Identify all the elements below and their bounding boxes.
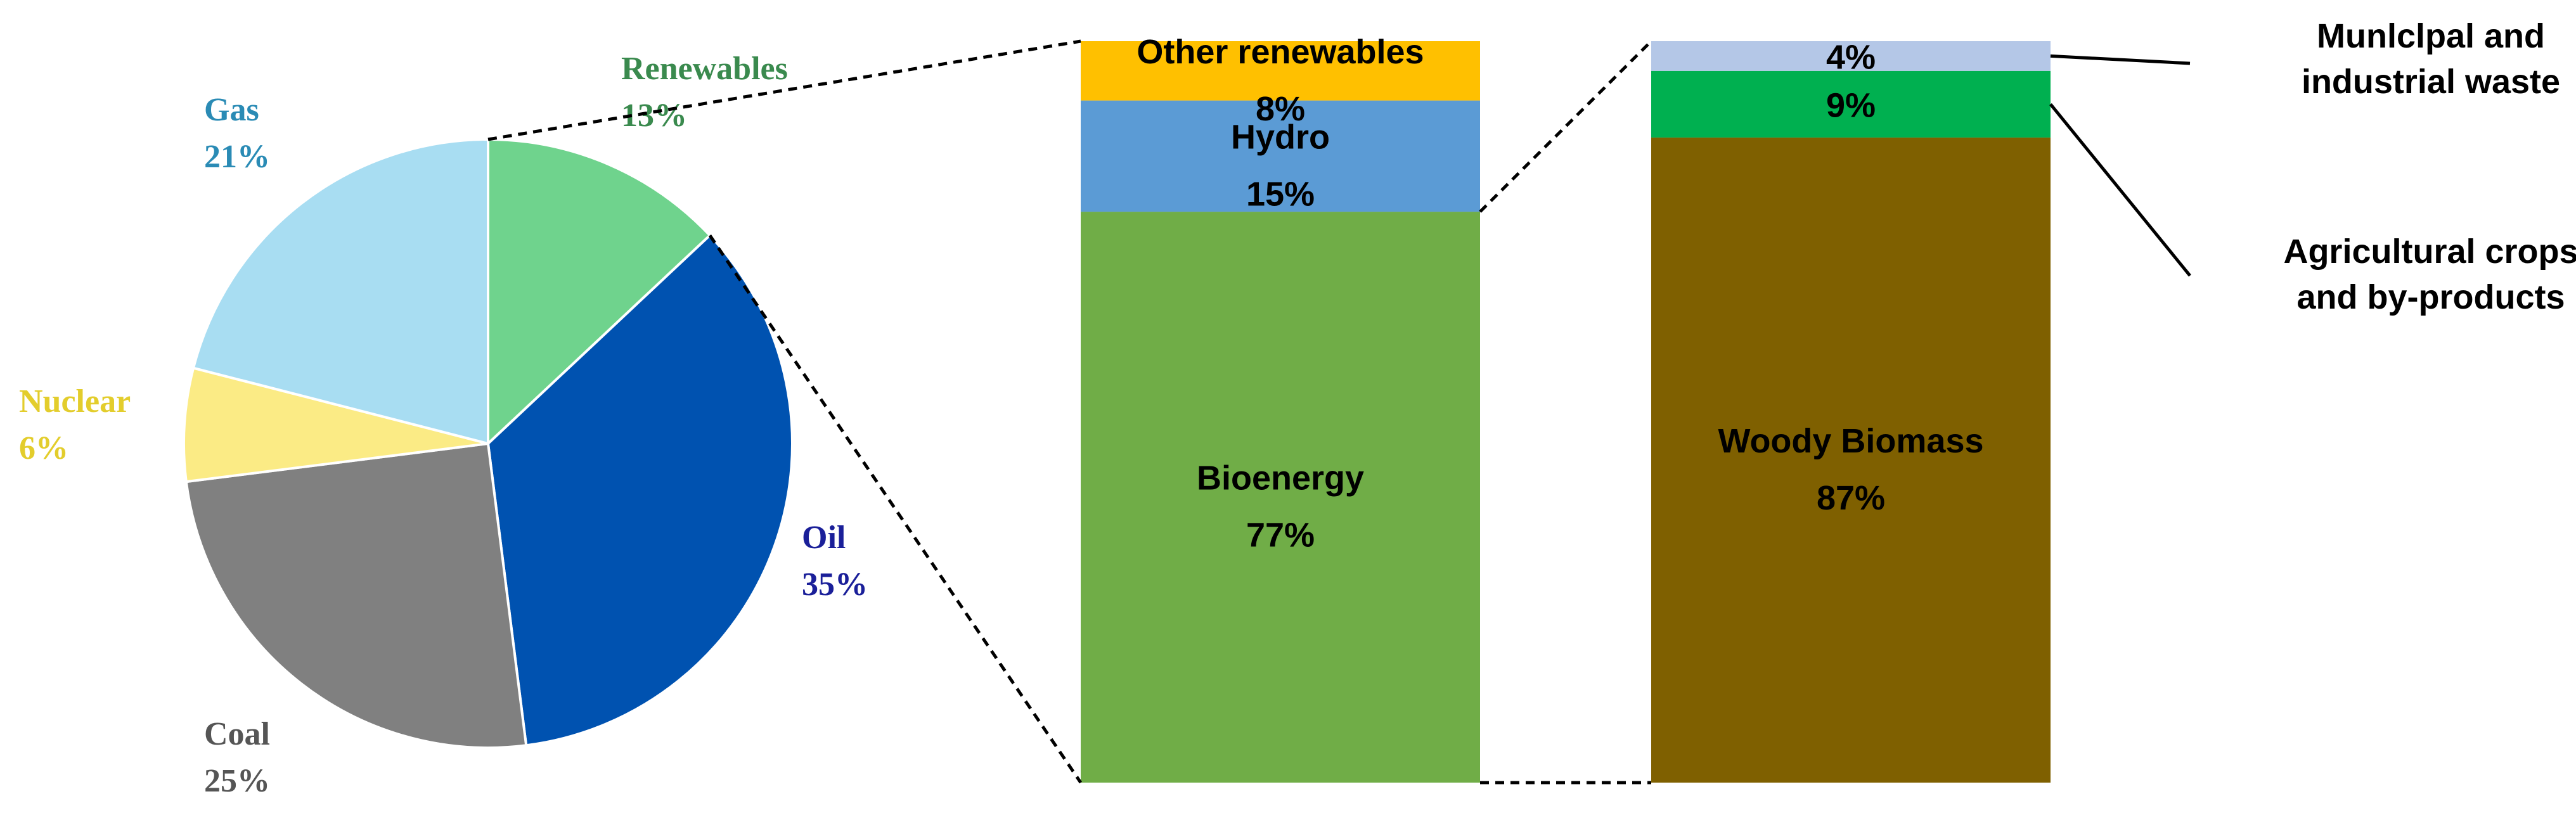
bar1-segment-hydro [1081,100,1480,212]
pie-chart: Renewables 13% Oil 35% Coal 25% Nuclear 6% Gas 21… [19,51,868,799]
pie-label-coal: Coal 25% [204,716,270,799]
bar2-segment-municipal-and-industrial-waste [1651,41,2051,71]
connector-pie-to-bar1-top [487,39,1081,141]
bar2-segment-woody-biomass [1651,138,2051,783]
callout-label-agricultural-crops-and-by-products: Agricultural crops and by-products [2283,233,2576,316]
bar2-value-agricultural-crops-and-by-products: 9% [1826,86,1876,124]
bar1-value-other-renewables: 8% [1256,90,1305,128]
pie-label-renewables: Renewables 13% [621,51,788,134]
bar1-segment-other-renewables [1081,41,1480,101]
pie-slice-nuclear [183,366,489,484]
bioenergy-breakdown-bar: Woody Biomass 87% 9% 4% [1651,38,2051,783]
pie-label-nuclear: Nuclear 6% [19,383,131,466]
bar2-label-woody-biomass: Woody Biomass [1718,422,1983,460]
pie-slice-renewables [487,138,712,447]
callout-label-municipal-and-industrial-waste: Munlclpal and industrial waste [2302,17,2560,101]
bar1-segment-bioenergy [1081,212,1480,783]
bar2-value-woody-biomass: 87% [1817,479,1885,517]
bar2-value-municipal-and-industrial-waste: 4% [1826,38,1876,76]
connector-pie-to-bar1-bottom [708,234,1083,784]
connector-lines: Munlclpal and industrial waste Agricultura… [487,17,2576,785]
bar1-label-other-renewables: Other renewables [1137,33,1424,71]
pie-slice-gas [191,138,489,445]
callout-line-municipal-and-industrial-waste [2050,54,2191,65]
bar1-label-hydro: Hydro [1231,118,1330,156]
bar1-label-bioenergy: Bioenergy [1197,459,1364,497]
pie-label-oil: Oil 35% [802,520,868,603]
bar1-value-hydro: 15% [1246,175,1315,213]
callout-line-agricultural-crops-and-by-products [2049,103,2191,277]
connector-bar1-to-bar2-top [1479,40,1652,213]
bar1-value-bioenergy: 77% [1246,516,1315,554]
renewables-breakdown-bar: Bioenergy 77% Hydro 15% Other renewables 8% [1081,33,1480,783]
pie-slice-coal [184,442,528,749]
pie-label-gas: Gas 21% [204,92,270,175]
bar2-segment-agricultural-crops-and-by-products [1651,70,2051,138]
